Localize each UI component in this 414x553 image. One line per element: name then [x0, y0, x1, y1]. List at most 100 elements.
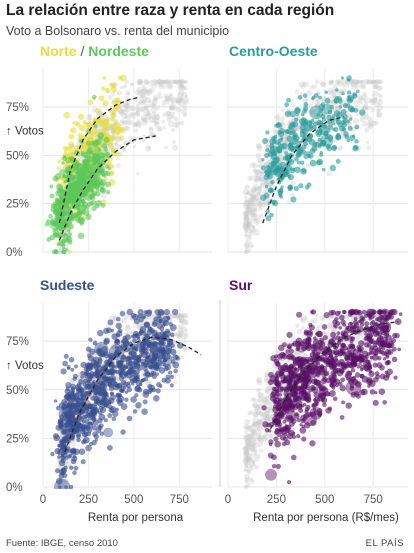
- data-point: [54, 172, 62, 180]
- data-point: [49, 184, 54, 189]
- background-point: [251, 196, 255, 201]
- background-point: [266, 386, 271, 391]
- data-point: [141, 408, 148, 416]
- background-point: [299, 316, 304, 321]
- data-point: [96, 329, 104, 337]
- background-point: [300, 84, 305, 89]
- data-point: [265, 215, 272, 222]
- background-point: [359, 79, 364, 84]
- data-point: [86, 121, 91, 127]
- y-axis-label: ↑ Votos: [6, 360, 44, 372]
- background-point: [156, 78, 163, 85]
- background-point: [101, 357, 106, 362]
- background-point: [322, 331, 326, 335]
- background-point: [309, 85, 314, 90]
- background-point: [257, 145, 263, 152]
- background-point: [179, 313, 184, 318]
- background-point: [378, 94, 383, 99]
- background-point: [172, 79, 177, 84]
- data-point: [52, 228, 56, 232]
- background-point: [371, 97, 378, 104]
- background-point: [247, 410, 253, 416]
- background-point: [253, 412, 259, 418]
- data-point: [97, 417, 103, 424]
- background-point: [361, 79, 366, 84]
- background-point: [250, 186, 257, 193]
- data-point: [279, 194, 284, 199]
- y-tick-label: 50%: [6, 150, 29, 162]
- background-point: [361, 105, 367, 111]
- data-point: [150, 370, 155, 375]
- background-point: [172, 140, 176, 144]
- data-point: [151, 373, 157, 380]
- background-point: [357, 79, 363, 85]
- background-point: [253, 452, 257, 456]
- data-point: [70, 367, 75, 372]
- data-point: [303, 106, 309, 112]
- data-point: [327, 134, 334, 141]
- background-point: [370, 107, 376, 113]
- background-point: [355, 99, 359, 104]
- data-point: [169, 383, 174, 388]
- data-point: [60, 471, 65, 476]
- background-point: [256, 426, 261, 431]
- background-point: [249, 225, 255, 232]
- background-point: [245, 202, 252, 208]
- background-point: [256, 378, 261, 383]
- data-point: [336, 132, 341, 137]
- data-point: [123, 381, 129, 388]
- background-point: [244, 458, 249, 463]
- data-point: [280, 166, 285, 170]
- background-point: [126, 100, 131, 105]
- background-point: [316, 326, 320, 330]
- background-point: [175, 121, 179, 125]
- data-point: [163, 344, 167, 349]
- background-point: [132, 144, 136, 149]
- x-tick-label: 750: [364, 494, 383, 506]
- background-point: [116, 163, 121, 168]
- background-point: [146, 379, 151, 384]
- background-point: [257, 435, 264, 442]
- background-point: [251, 422, 258, 429]
- background-point: [135, 109, 141, 114]
- data-point: [135, 368, 141, 374]
- data-point: [312, 142, 318, 148]
- data-point: [164, 349, 170, 356]
- background-point: [367, 119, 374, 127]
- background-point: [333, 139, 337, 143]
- background-point: [162, 80, 166, 84]
- data-point: [89, 194, 96, 201]
- background-point: [170, 79, 176, 85]
- background-point: [145, 96, 152, 104]
- background-point: [133, 121, 139, 127]
- background-point: [373, 97, 378, 102]
- background-point: [177, 84, 184, 91]
- data-point: [78, 124, 86, 132]
- background-point: [176, 314, 181, 319]
- background-point: [154, 121, 160, 128]
- background-point: [244, 464, 249, 468]
- background-point: [244, 477, 250, 483]
- background-point: [356, 93, 361, 98]
- data-point: [308, 120, 313, 125]
- background-point: [257, 398, 262, 403]
- data-point: [54, 468, 60, 474]
- background-point: [259, 179, 266, 186]
- data-point: [398, 312, 403, 316]
- background-point: [346, 317, 350, 322]
- background-point: [148, 127, 154, 134]
- data-point: [102, 364, 107, 369]
- data-point: [68, 403, 75, 410]
- data-point: [143, 309, 148, 315]
- data-point: [301, 113, 305, 117]
- background-point: [252, 218, 258, 224]
- data-point: [80, 459, 86, 465]
- background-point: [168, 120, 175, 127]
- background-point: [173, 116, 179, 122]
- data-point: [356, 365, 361, 369]
- data-point: [349, 134, 356, 141]
- background-point: [335, 106, 339, 110]
- background-point: [269, 433, 274, 438]
- background-point: [128, 111, 134, 117]
- data-point: [126, 308, 134, 316]
